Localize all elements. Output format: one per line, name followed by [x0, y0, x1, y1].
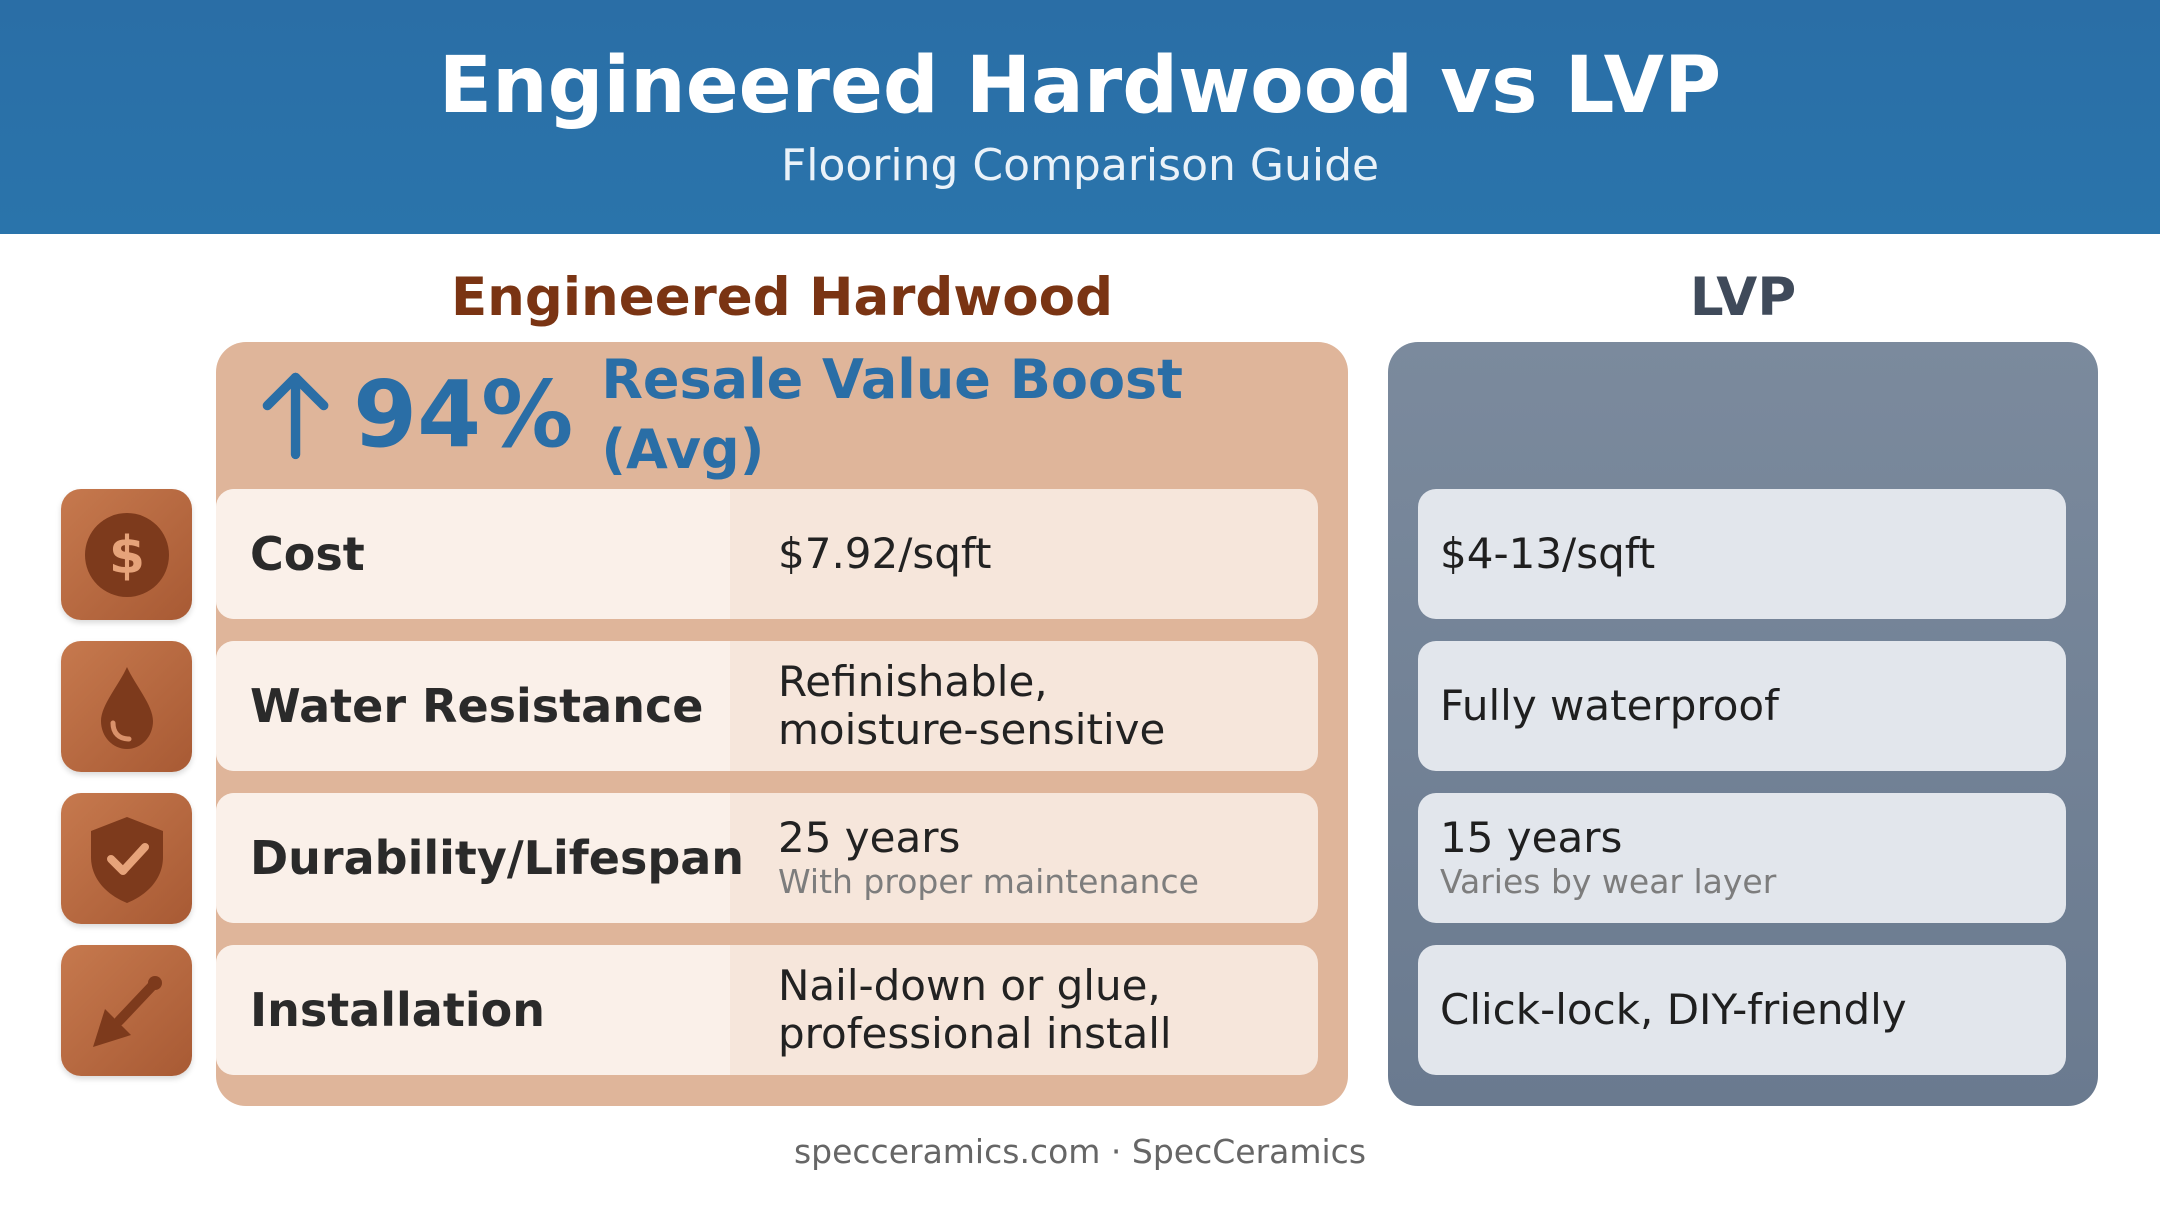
lvp-row-installation: Click-lock, DIY-friendly — [1418, 945, 2066, 1075]
resale-boost-value: 94% — [353, 361, 574, 468]
resale-boost-highlight: 94% Resale Value Boost (Avg) — [258, 348, 1318, 481]
header-banner: Engineered Hardwood vs LVP Flooring Comp… — [0, 0, 2160, 234]
hardwood-cost-text: $7.92/sqft — [778, 529, 992, 578]
hardwood-durability-text: 25 years — [778, 813, 961, 862]
lvp-column-heading: LVP — [1689, 267, 1797, 328]
resale-boost-label: Resale Value Boost (Avg) — [601, 348, 1183, 481]
lvp-row-durability: 15 years Varies by wear layer — [1418, 793, 2066, 923]
footer-credit: specceramics.com · SpecCeramics — [793, 1132, 1367, 1171]
lvp-durability-text: 15 years — [1440, 813, 1623, 862]
hardwood-row-installation: Installation Nail-down or glue, professi… — [216, 945, 1318, 1075]
hardwood-durability-note: With proper maintenance — [778, 862, 1199, 901]
dollar-icon: $ — [61, 489, 192, 620]
page-title: Engineered Hardwood vs LVP — [438, 41, 1722, 131]
hardwood-value-installation: Nail-down or glue, professional install — [730, 945, 1318, 1075]
row-label-installation: Installation — [216, 945, 730, 1075]
lvp-cost-text: $4-13/sqft — [1440, 529, 1656, 578]
water-drop-icon — [61, 641, 192, 772]
lvp-water-text: Fully waterproof — [1440, 681, 1779, 730]
hardwood-row-water: Water Resistance Refinishable, moisture-… — [216, 641, 1318, 771]
hardwood-installation-text: Nail-down or glue, professional install — [778, 961, 1172, 1058]
row-label-cost: Cost — [216, 489, 730, 619]
trowel-icon — [61, 945, 192, 1076]
hardwood-value-durability: 25 years With proper maintenance — [730, 793, 1318, 923]
lvp-row-cost: $4-13/sqft — [1418, 489, 2066, 619]
row-label-durability: Durability/Lifespan — [216, 793, 744, 923]
hardwood-water-text: Refinishable, moisture-sensitive — [778, 657, 1166, 754]
hardwood-column-heading: Engineered Hardwood — [450, 267, 1114, 328]
lvp-durability-note: Varies by wear layer — [1440, 862, 1777, 901]
svg-text:$: $ — [108, 526, 144, 586]
arrow-up-icon — [262, 372, 329, 460]
shield-check-icon — [61, 793, 192, 924]
page-subtitle: Flooring Comparison Guide — [780, 140, 1380, 191]
hardwood-value-cost: $7.92/sqft — [730, 489, 1318, 619]
hardwood-row-cost: Cost $7.92/sqft — [216, 489, 1318, 619]
hardwood-value-water: Refinishable, moisture-sensitive — [730, 641, 1318, 771]
hardwood-row-durability: Durability/Lifespan 25 years With proper… — [216, 793, 1318, 923]
row-label-water: Water Resistance — [216, 641, 730, 771]
lvp-row-water: Fully waterproof — [1418, 641, 2066, 771]
lvp-installation-text: Click-lock, DIY-friendly — [1440, 985, 1907, 1034]
